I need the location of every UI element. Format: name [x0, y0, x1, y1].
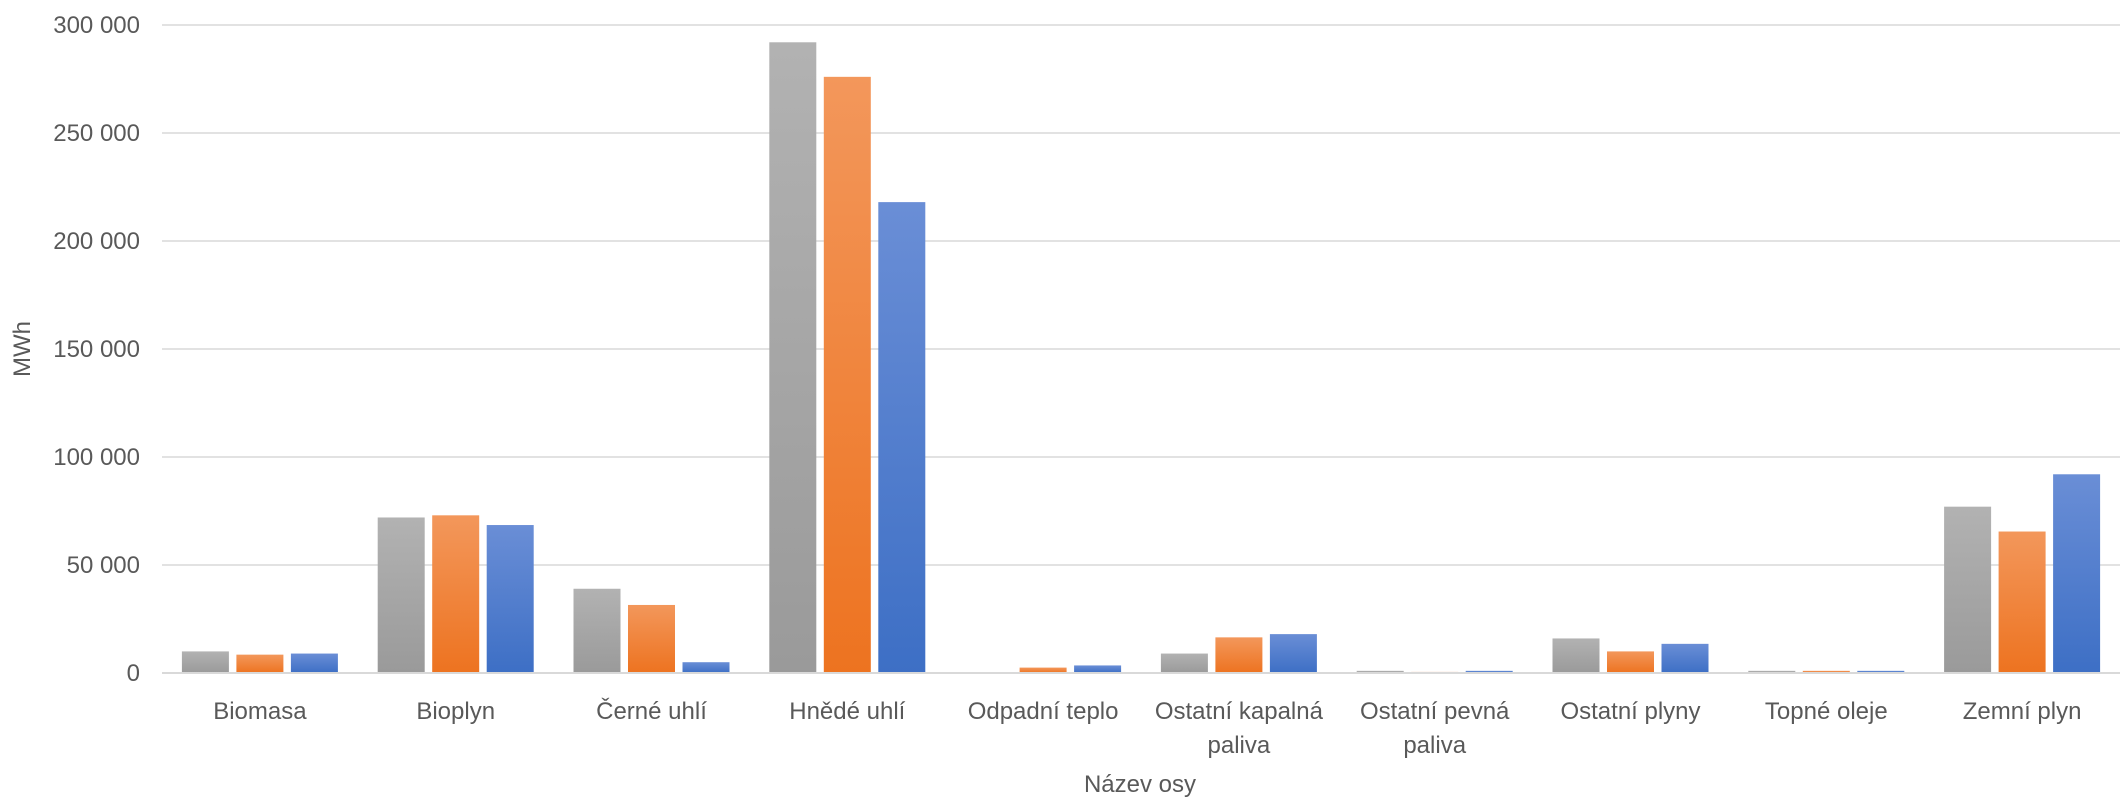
bar: [290, 653, 338, 673]
bar: [1552, 638, 1600, 673]
y-tick-label: 150 000: [53, 336, 140, 363]
x-category-label: Zemní plyn: [1963, 698, 2082, 725]
x-category-label: Odpadní teplo: [968, 698, 1119, 725]
bar: [1160, 653, 1208, 673]
bar: [1215, 637, 1263, 673]
x-category-label: Biomasa: [213, 698, 307, 725]
bar: [1857, 670, 1905, 673]
bar: [486, 525, 534, 673]
x-category-label: Ostatní kapalná: [1155, 698, 1324, 725]
bar: [769, 42, 817, 673]
x-category-label: Hnědé uhlí: [789, 698, 905, 725]
x-axis-title: Název osy: [1084, 771, 1196, 798]
bar: [1748, 670, 1796, 673]
y-tick-label: 0: [127, 660, 140, 687]
bar: [1074, 665, 1122, 673]
y-tick-label: 50 000: [67, 552, 140, 579]
y-tick-label: 100 000: [53, 444, 140, 471]
x-category-label: Ostatní plyny: [1560, 698, 1700, 725]
bar: [2053, 474, 2101, 673]
gridlines: [162, 24, 2120, 566]
x-category-label: paliva: [1208, 732, 1271, 759]
bar: [1356, 670, 1404, 673]
y-tick-label: 200 000: [53, 228, 140, 255]
bar: [432, 515, 480, 673]
x-category-label: Černé uhlí: [596, 697, 707, 725]
x-axis-categories: Biomasa Bioplyn Černé uhlí Hnědé uhlí Odpadn…: [213, 697, 2081, 759]
x-category-label: paliva: [1403, 732, 1466, 759]
bar: [878, 202, 926, 673]
y-axis-ticks: 0 50 000 100 000 150 000 200 000 250 000 300 0…: [53, 12, 140, 687]
bar: [1944, 506, 1992, 673]
bar: [1019, 667, 1067, 673]
bar: [181, 651, 229, 673]
bar: [377, 517, 425, 673]
bar: [1607, 651, 1654, 673]
bar: [1465, 670, 1513, 673]
bar: [1661, 643, 1709, 673]
x-category-label: Topné oleje: [1765, 698, 1888, 725]
y-tick-label: 300 000: [53, 12, 140, 39]
bar: [1802, 670, 1850, 673]
y-axis-title: MWh: [9, 321, 36, 377]
y-tick-label: 250 000: [53, 120, 140, 147]
bar: [573, 588, 621, 673]
bar: [1998, 531, 2046, 673]
bars: [181, 42, 2101, 674]
bar: [1269, 634, 1317, 673]
bar: [682, 662, 730, 673]
bar: [236, 654, 284, 673]
bar: [823, 76, 871, 674]
bar: [628, 604, 675, 673]
x-category-label: Ostatní pevná: [1360, 698, 1510, 725]
x-category-label: Bioplyn: [416, 698, 495, 725]
